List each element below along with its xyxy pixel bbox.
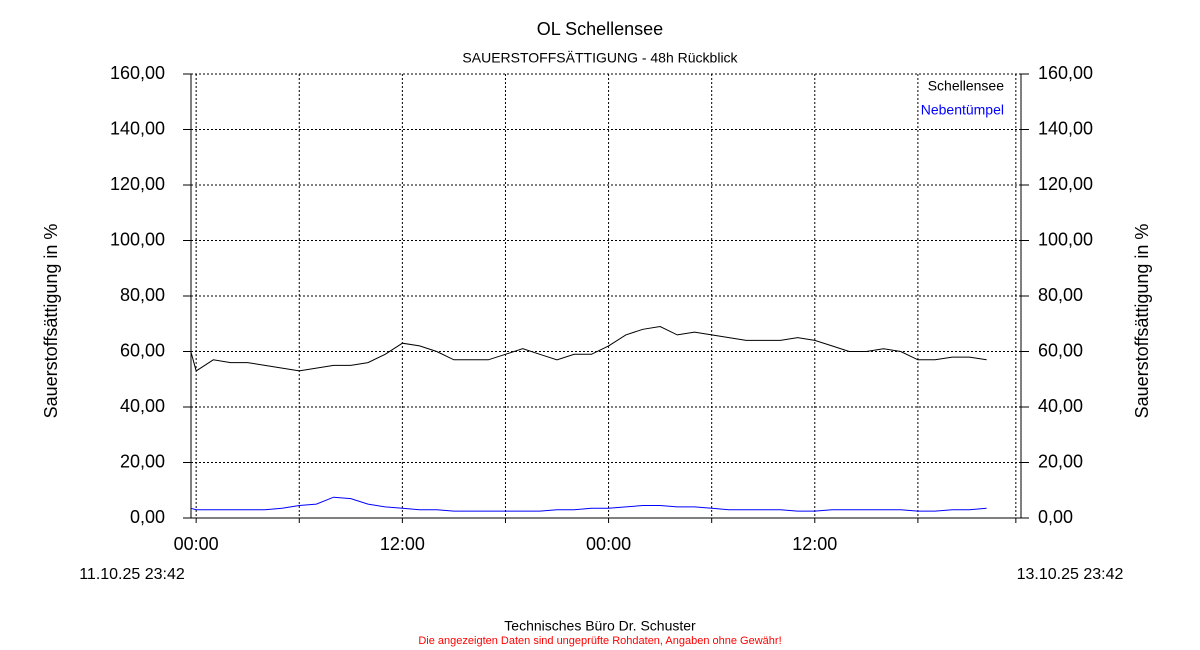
- y2-tick-label: 140,00: [1038, 118, 1093, 138]
- x-tick-label: 00:00: [586, 534, 631, 554]
- y-tick-label: 60,00: [120, 340, 165, 360]
- y-tick-label: 0,00: [130, 507, 165, 527]
- chart-subtitle: SAUERSTOFFSÄTTIGUNG - 48h Rückblick: [462, 50, 738, 66]
- y2-tick-label: 60,00: [1038, 340, 1083, 360]
- chart-title: OL Schellensee: [537, 19, 663, 39]
- disclaimer: Die angezeigten Daten sind ungeprüfte Ro…: [418, 635, 781, 647]
- y2-tick-label: 160,00: [1038, 63, 1093, 83]
- data-line: [190, 496, 987, 512]
- y2-tick-label: 0,00: [1038, 507, 1073, 527]
- y2-tick-label: 100,00: [1038, 229, 1093, 249]
- y-tick-label: 100,00: [110, 229, 165, 249]
- y-tick-label: 40,00: [120, 396, 165, 416]
- y-tick-label: 140,00: [110, 118, 165, 138]
- y2-tick-label: 20,00: [1038, 451, 1083, 471]
- x-tick-label: 12:00: [792, 534, 837, 554]
- start-label: 11.10.25 23:42: [79, 566, 185, 583]
- y-axis-label: Sauerstoffsättigung in %: [41, 224, 61, 419]
- x-tick-label: 12:00: [380, 534, 425, 554]
- end-label: 13.10.25 23:42: [1017, 566, 1124, 583]
- footer: Technisches Büro Dr. Schuster: [504, 618, 696, 634]
- legend-entry: Schellensee: [928, 78, 1004, 94]
- data-line: [190, 325, 987, 372]
- y-tick-label: 80,00: [120, 285, 165, 305]
- y2-axis-label: Sauerstoffsättigung in %: [1132, 224, 1152, 419]
- y-tick-label: 20,00: [120, 451, 165, 471]
- y2-tick-label: 40,00: [1038, 396, 1083, 416]
- y-tick-label: 160,00: [110, 63, 165, 83]
- legend-entry: Nebentümpel: [921, 102, 1004, 118]
- y-tick-label: 120,00: [110, 174, 165, 194]
- y2-tick-label: 120,00: [1038, 174, 1093, 194]
- y2-tick-label: 80,00: [1038, 285, 1083, 305]
- x-tick-label: 00:00: [174, 534, 219, 554]
